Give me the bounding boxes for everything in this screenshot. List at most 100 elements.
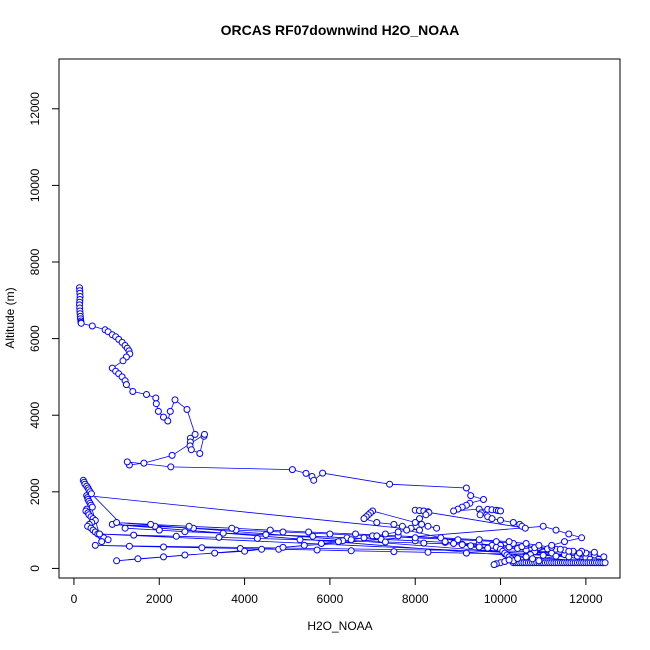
data-point xyxy=(535,541,543,549)
data-point xyxy=(411,519,419,526)
data-point xyxy=(360,534,368,542)
data-point xyxy=(576,549,583,557)
data-point xyxy=(152,400,160,408)
data-point xyxy=(476,511,484,519)
data-point xyxy=(497,516,504,524)
data-point xyxy=(96,530,103,538)
x-axis-label: H2O_NOAA xyxy=(307,619,372,633)
data-point xyxy=(521,524,529,532)
data-point xyxy=(522,553,530,561)
data-point xyxy=(539,551,547,559)
data-point xyxy=(522,540,530,547)
data-point xyxy=(147,520,155,528)
x-axis: 0 2000 4000 6000 8000 10000 12000 xyxy=(71,577,603,606)
data-point xyxy=(548,541,556,549)
data-point xyxy=(262,531,270,539)
y-tick-label: 12000 xyxy=(28,92,42,126)
data-point xyxy=(305,528,313,536)
x-tick-label: 12000 xyxy=(569,592,603,606)
x-tick-label: 0 xyxy=(71,592,78,606)
data-point xyxy=(454,536,462,544)
data-point xyxy=(347,547,355,555)
data-point xyxy=(288,466,296,474)
data-point xyxy=(87,490,95,498)
data-point xyxy=(565,553,573,561)
data-point xyxy=(215,533,223,541)
data-point xyxy=(386,480,394,488)
data-point xyxy=(167,463,175,471)
data-point xyxy=(475,543,483,551)
data-point xyxy=(600,553,608,561)
data-point xyxy=(125,542,133,550)
data-point xyxy=(317,540,325,547)
data-point xyxy=(334,538,342,546)
data-point xyxy=(168,451,176,459)
data-point xyxy=(381,530,389,538)
data-point xyxy=(77,319,85,327)
data-point xyxy=(253,535,261,542)
data-point xyxy=(113,557,121,565)
data-point xyxy=(552,552,560,560)
data-point xyxy=(219,529,227,537)
x-tick-label: 2000 xyxy=(146,592,173,606)
data-point xyxy=(458,541,466,549)
data-point xyxy=(181,551,189,559)
data-point xyxy=(191,430,199,438)
data-point xyxy=(172,532,180,540)
data-point xyxy=(490,561,498,569)
data-point xyxy=(441,538,449,546)
data-point xyxy=(590,548,598,556)
data-point xyxy=(258,545,266,553)
data-point xyxy=(601,559,609,567)
data-point xyxy=(565,547,573,555)
data-point xyxy=(266,526,274,534)
data-point xyxy=(310,476,318,484)
data-point xyxy=(505,538,513,546)
data-point xyxy=(123,458,131,466)
data-point xyxy=(488,515,496,523)
data-point xyxy=(113,519,121,526)
data-point xyxy=(398,522,406,530)
data-point xyxy=(241,547,249,555)
data-point xyxy=(514,555,522,562)
data-point xyxy=(309,532,317,540)
data-point xyxy=(319,469,327,477)
data-point xyxy=(130,531,138,539)
series-layer xyxy=(76,284,609,569)
data-point xyxy=(509,519,517,526)
data-point xyxy=(187,446,195,454)
y-tick-label: 6000 xyxy=(28,325,42,352)
data-point xyxy=(185,522,193,530)
data-point xyxy=(198,544,206,552)
data-point xyxy=(416,526,423,534)
data-point xyxy=(497,507,504,515)
data-point xyxy=(122,381,130,389)
data-point xyxy=(433,524,441,532)
series-line xyxy=(79,287,606,565)
data-point xyxy=(302,469,310,477)
data-point xyxy=(394,528,402,536)
data-point xyxy=(424,548,432,556)
x-tick-label: 8000 xyxy=(402,592,429,606)
data-point xyxy=(296,536,304,544)
data-point xyxy=(422,511,430,519)
data-point xyxy=(121,524,129,532)
data-point xyxy=(418,520,426,528)
y-tick-label: 4000 xyxy=(28,402,42,429)
y-axis: 0 2000 4000 6000 8000 10000 12000 xyxy=(28,92,60,572)
data-point xyxy=(196,450,204,457)
data-point xyxy=(183,406,191,413)
data-point xyxy=(347,536,355,544)
data-point xyxy=(462,484,470,492)
data-point xyxy=(484,544,492,552)
y-tick-label: 0 xyxy=(28,565,42,572)
data-point xyxy=(279,543,287,551)
data-point xyxy=(552,526,560,534)
data-point xyxy=(565,530,573,538)
data-point xyxy=(352,530,359,538)
data-point xyxy=(134,555,142,563)
data-point xyxy=(160,413,167,421)
x-tick-label: 10000 xyxy=(484,592,518,606)
data-point xyxy=(467,542,475,550)
